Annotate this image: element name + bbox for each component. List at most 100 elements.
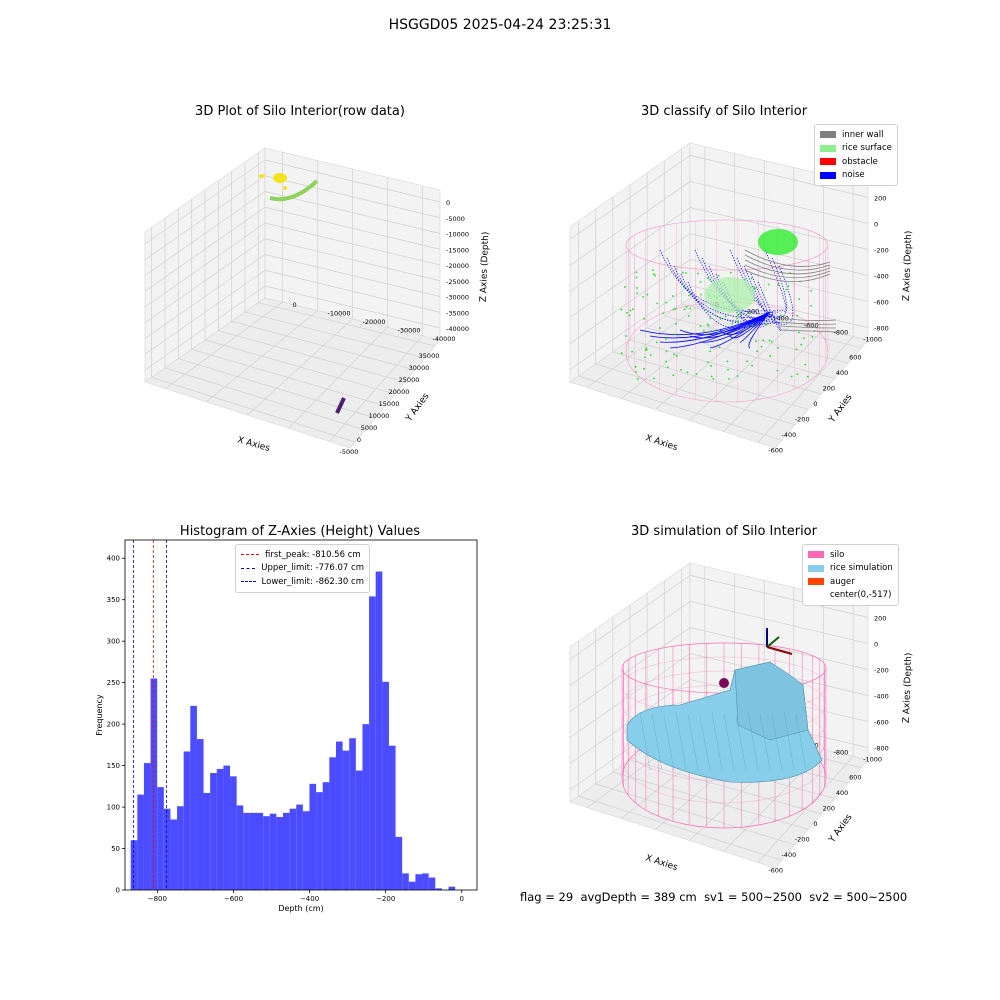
classify-rice-point — [674, 333, 677, 336]
legend-silo: silo — [808, 548, 893, 562]
classify-inner-wall — [744, 254, 831, 271]
classify-rice-point — [702, 329, 705, 332]
classify-noise-curve — [773, 265, 794, 325]
simulation-x-tick-label: -600 — [768, 866, 783, 874]
legend-label: noise — [842, 170, 865, 181]
classify-rice-point — [718, 346, 721, 349]
classify-rice-point — [673, 353, 675, 356]
simulation-legend: silo rice simulation auger center(0,-517… — [802, 544, 899, 606]
histogram-bar — [177, 806, 184, 890]
raw-z-tick-label: -25000 — [446, 278, 469, 286]
legend-swatch — [808, 578, 824, 586]
simulation-gridline — [569, 601, 691, 686]
classify-rice-point — [790, 375, 793, 378]
simulation-x-tick-label: -200 — [795, 835, 810, 843]
classify-inner-wall — [744, 269, 831, 282]
classify-rice-point — [787, 285, 790, 287]
histogram-bar — [269, 813, 277, 890]
raw-z-tick-label: -35000 — [446, 309, 469, 317]
classify-rice-point — [655, 341, 658, 344]
classify-rice-point — [800, 343, 803, 346]
classify-gridline — [689, 181, 869, 224]
classify-rice-point — [635, 271, 638, 274]
simulation-x-tick-label: -400 — [782, 851, 797, 859]
footer-sv1: sv1 = 500~2500 — [704, 890, 802, 904]
raw-arc-green — [269, 179, 319, 202]
classify-rice-point — [644, 349, 647, 352]
classify-noise-curve — [729, 311, 771, 339]
classify-z-tick-label: -800 — [874, 325, 889, 333]
simulation-mesh-line — [663, 715, 675, 771]
histogram-bar — [329, 757, 336, 890]
legend-noise: noise — [820, 169, 892, 183]
classify-x-tick-label: -600 — [768, 446, 783, 454]
histogram-bar — [395, 836, 403, 890]
classify-rice-point — [751, 323, 754, 326]
classify-rice-point — [804, 363, 807, 366]
simulation-gridline — [689, 601, 869, 644]
histogram-y-tick-label: 350 — [107, 596, 120, 604]
simulation-auger-axis-y — [766, 636, 780, 648]
classify-noise-curve — [750, 273, 776, 325]
classify-rice-point — [631, 308, 634, 311]
classify-y-tick-label: -800 — [834, 329, 849, 337]
panel4-title: 3D simulation of Silo Interior — [631, 524, 817, 539]
simulation-z-tick-label: -200 — [874, 666, 889, 674]
legend-rice-simulation: rice simulation — [808, 562, 893, 576]
raw-y-tick-label: -20000 — [363, 318, 386, 326]
simulation-z-tick-label: 200 — [874, 614, 886, 622]
classify-z-tick-label: -600 — [874, 299, 889, 307]
histogram-y-tick-label: 250 — [107, 679, 120, 687]
legend-label: rice simulation — [830, 563, 893, 574]
histogram-bar — [216, 768, 224, 890]
legend-swatch — [808, 591, 824, 599]
classify-gridline — [664, 315, 849, 364]
legend-swatch — [808, 551, 824, 559]
classify-rice-point — [628, 314, 631, 317]
raw-cluster-purple — [335, 397, 346, 414]
histogram-bar — [203, 792, 211, 890]
raw-gridline — [165, 301, 283, 389]
classify-rice-point — [629, 309, 632, 312]
classify-y-tick-label: -600 — [804, 322, 819, 330]
classify-rice-point — [709, 317, 712, 320]
simulation-3d-marks — [621, 628, 827, 829]
raw-cluster-yellow-small — [259, 174, 265, 178]
histogram-bar — [428, 877, 436, 890]
classify-rice-point — [707, 277, 709, 280]
classify-rice-point — [796, 373, 799, 376]
classify-rice-point — [643, 317, 646, 320]
classify-inner-wall — [744, 259, 831, 275]
classify-3d-ticks: -600-400-20002004006000-200-400-600-800-… — [715, 194, 889, 454]
simulation-z-tick-label: 0 — [874, 640, 878, 648]
simulation-mesh-line — [747, 711, 759, 771]
classify-rice-point — [675, 322, 677, 325]
histogram-bar — [316, 792, 323, 890]
raw-gridline — [247, 318, 353, 416]
classify-noise-curve — [659, 249, 771, 312]
classify-3d-marks — [620, 219, 837, 403]
classify-gridline — [689, 155, 869, 198]
histogram-bar — [309, 783, 317, 890]
classify-noise-curve — [739, 311, 771, 343]
classify-rice-point — [674, 307, 677, 310]
raw-z-tick-label: -20000 — [446, 262, 469, 270]
classify-rice-point — [672, 374, 675, 377]
classify-rice-point — [706, 361, 709, 364]
simulation-gridline — [578, 795, 782, 861]
raw-y-tick-label: 0 — [293, 301, 297, 309]
classify-rice-point — [724, 315, 727, 318]
classify-rice-point — [770, 340, 773, 343]
histogram-y-tick-label: 0 — [116, 887, 120, 895]
classify-rice-point — [707, 310, 709, 313]
classify-rice-point — [736, 375, 739, 378]
simulation-zlabel: Z Axies (Depth) — [902, 653, 914, 724]
classify-z-tick-label: -400 — [874, 273, 889, 281]
classify-gridline — [757, 336, 854, 443]
classify-rice-point — [736, 320, 739, 323]
classify-rice-point — [746, 360, 748, 363]
classify-inner-wall — [779, 325, 837, 329]
simulation-mesh-line — [639, 711, 651, 771]
classify-rice-point — [654, 274, 657, 277]
